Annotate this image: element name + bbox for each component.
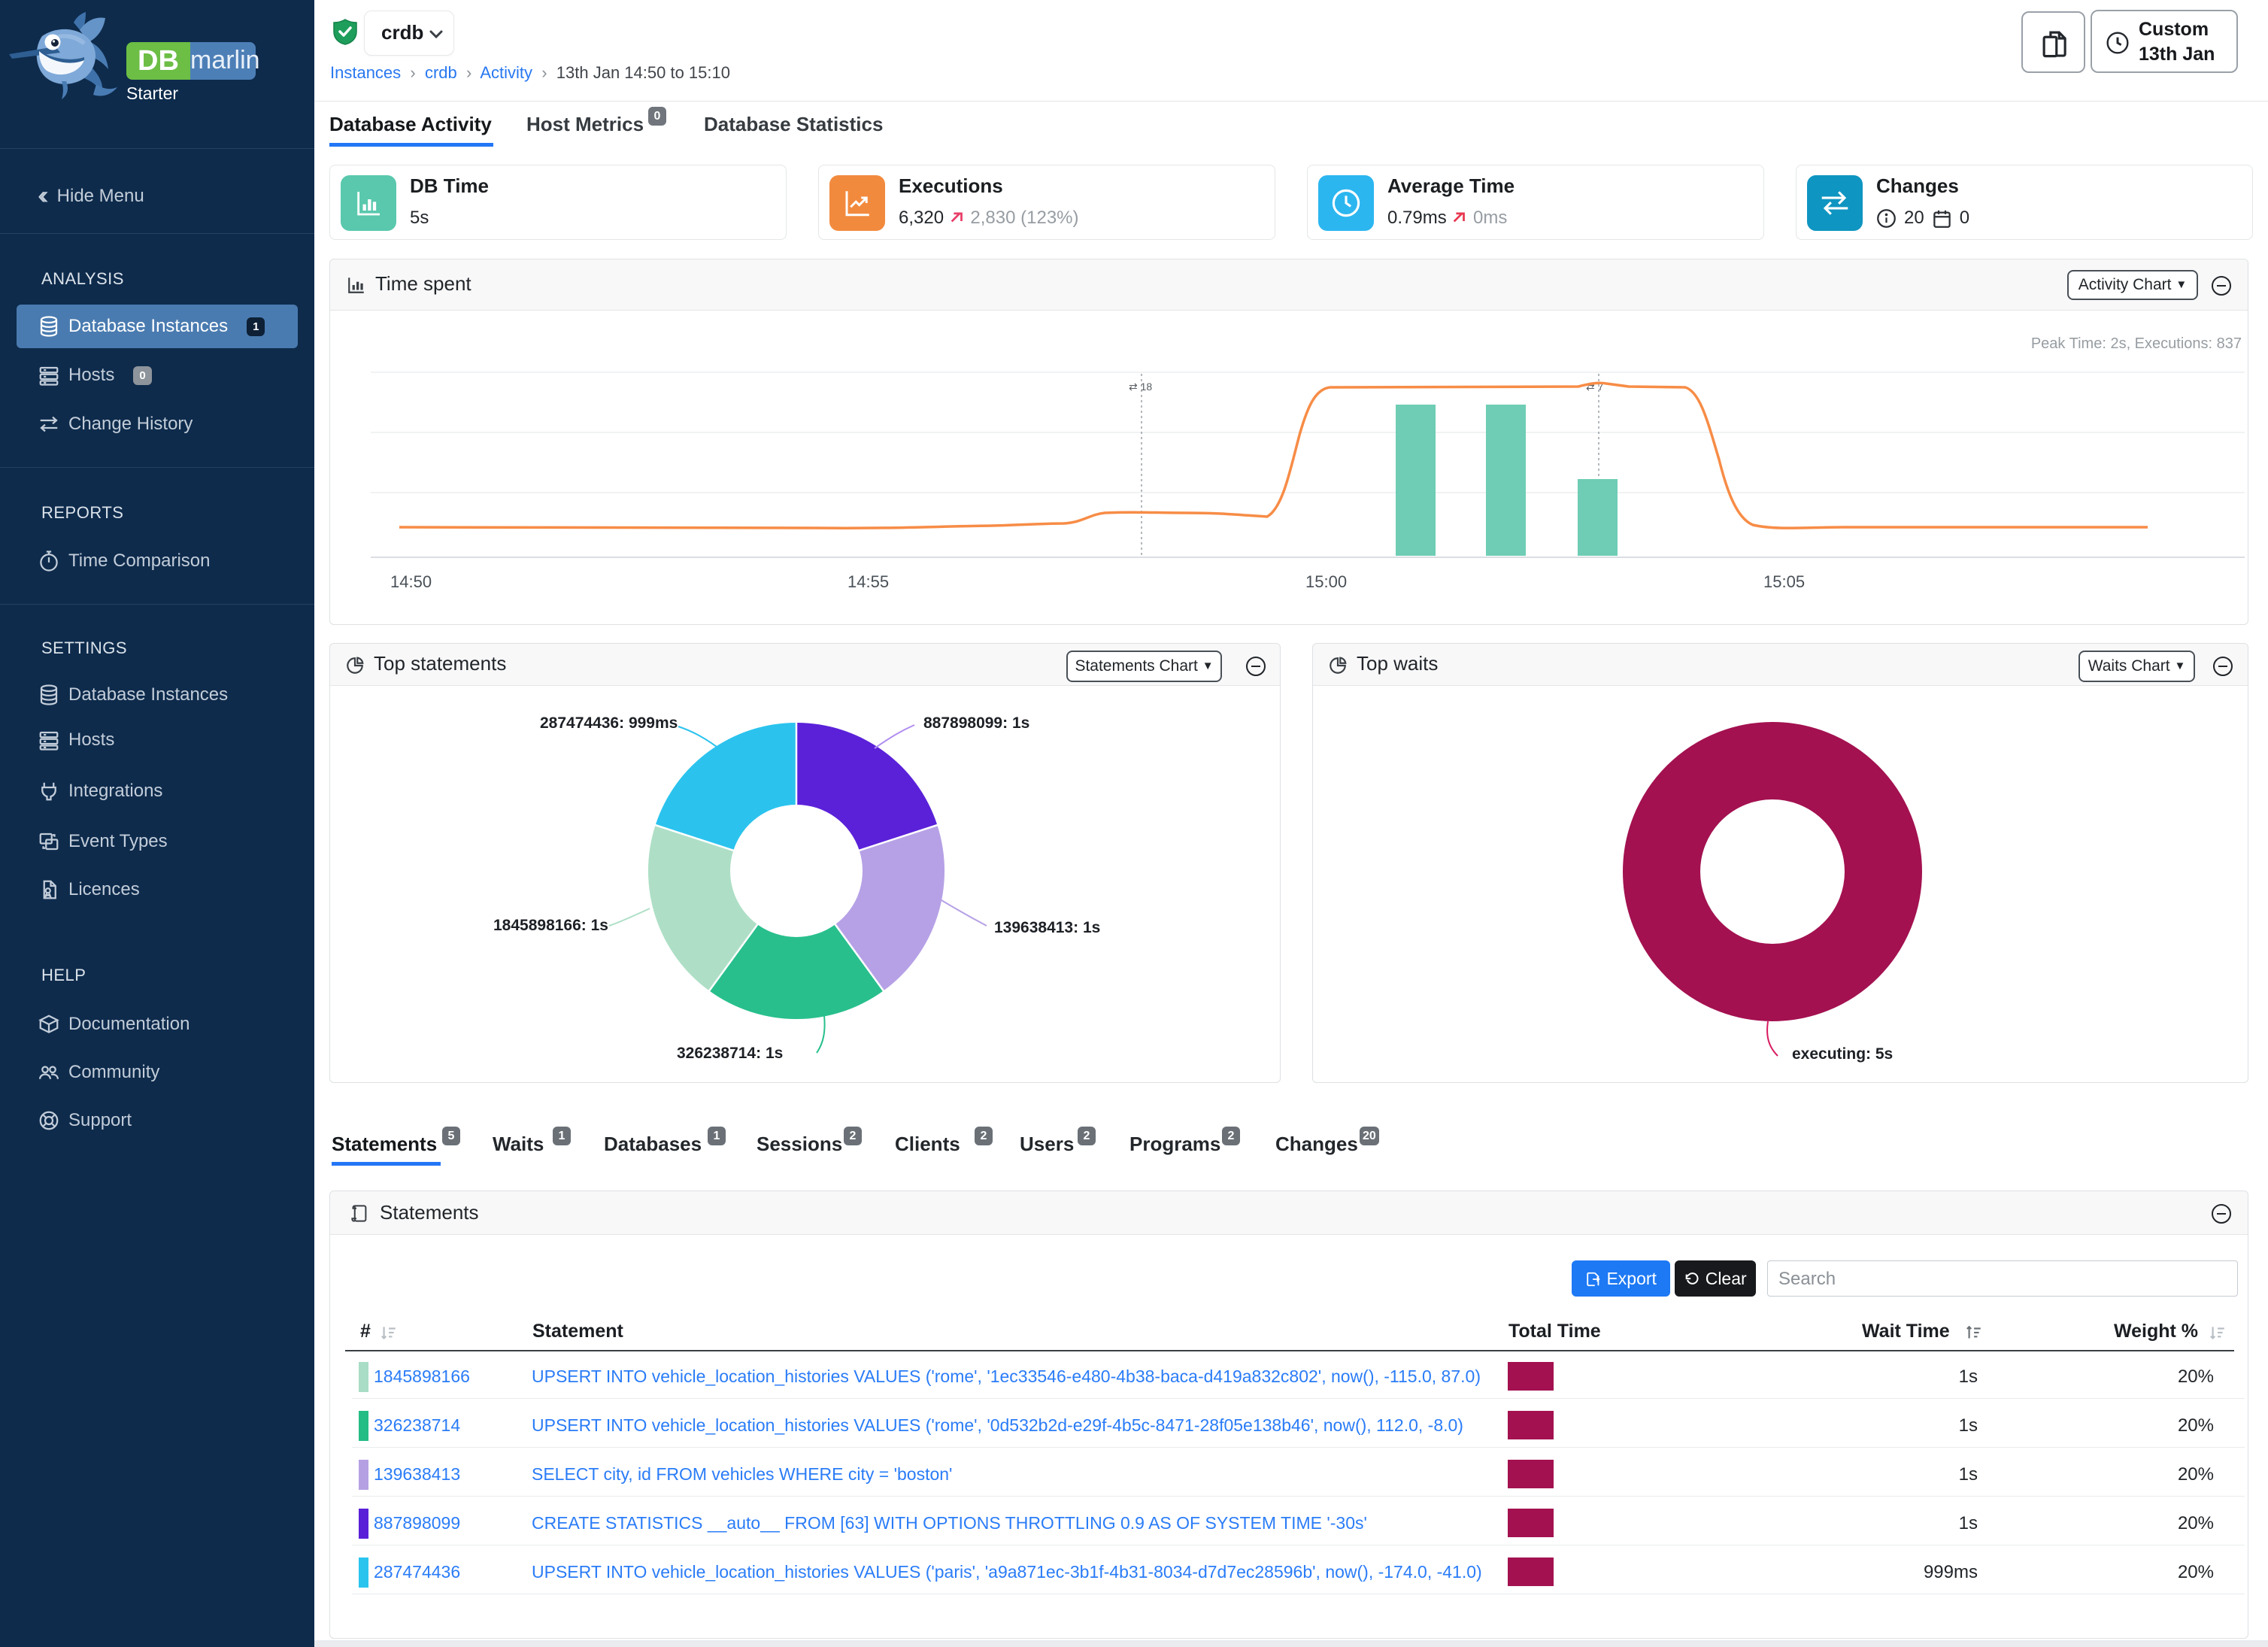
svg-text:15:05: 15:05: [1763, 572, 1805, 591]
svg-text:14:50: 14:50: [390, 572, 432, 591]
svg-text:⇄ 18: ⇄ 18: [1129, 381, 1152, 393]
svg-text:Peak Time: 2s, Executions: 837: Peak Time: 2s, Executions: 837: [2031, 335, 2242, 352]
svg-text:15:00: 15:00: [1305, 572, 1347, 591]
svg-text:14:55: 14:55: [847, 572, 889, 591]
